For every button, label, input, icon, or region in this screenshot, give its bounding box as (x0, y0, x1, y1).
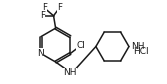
Text: F: F (42, 3, 47, 12)
Text: NH: NH (131, 42, 144, 51)
Text: N: N (37, 49, 43, 58)
Text: NH: NH (63, 68, 77, 77)
Text: HCl: HCl (133, 47, 149, 56)
Text: Cl: Cl (76, 41, 85, 50)
Text: F: F (57, 3, 62, 12)
Text: F: F (40, 11, 45, 20)
